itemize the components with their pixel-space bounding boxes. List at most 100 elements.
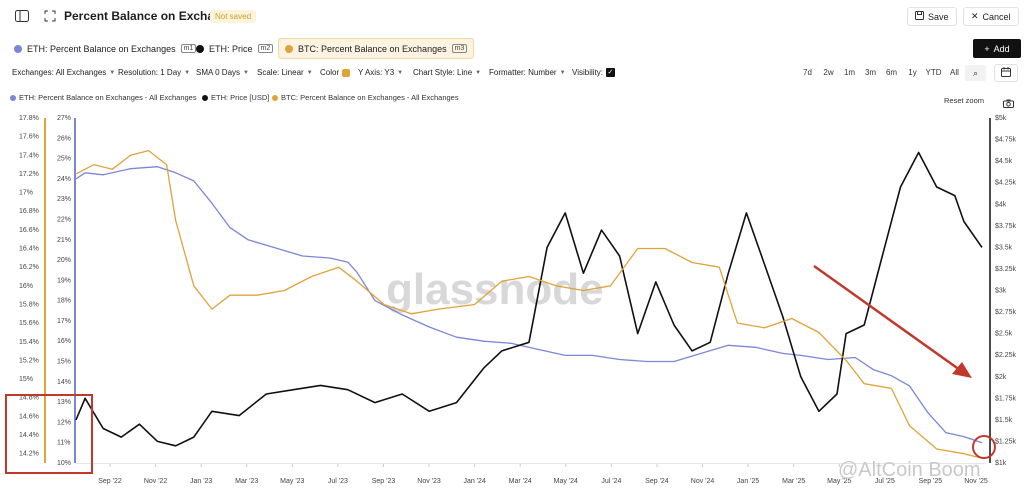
yaxis-dropdown[interactable]: Y Axis: Y3 ▼ [358,68,403,77]
price-axis-tick: $3.75k [995,223,1017,230]
chip-btc-balance[interactable]: BTC: Percent Balance on Exchanges m3 [278,38,475,59]
price-axis-tick: $3.5k [995,244,1013,251]
range-6m[interactable]: 6m [885,68,898,77]
legend-dot-icon [10,94,16,101]
x-axis-tick: Nov '24 [691,478,715,485]
btc-axis-tick: 16.4% [19,246,39,253]
btc-axis-tick: 17.8% [19,115,39,122]
series-legend-item[interactable]: ETH: Percent Balance on Exchanges - All … [10,93,197,102]
eth-balance-dot-icon [14,44,22,53]
x-axis-tick: Mar '24 [509,478,532,485]
range-1y[interactable]: 1y [908,68,917,77]
range-ytd[interactable]: YTD [925,68,942,77]
expand-icon[interactable] [43,9,57,23]
x-axis-tick: Mar '25 [782,478,805,485]
save-button[interactable]: Save [907,7,957,26]
eth-axis-tick: 24% [57,176,71,183]
range-3m[interactable]: 3m [864,68,877,77]
save-label: Save [928,11,949,22]
sidebar-toggle-icon[interactable] [14,9,30,23]
add-button[interactable]: + Add [973,39,1021,58]
btc-range-box [5,394,93,474]
price-axis-tick: $4.5k [995,158,1013,165]
btc-axis-tick: 14.4% [19,432,39,439]
resolution-dropdown[interactable]: Resolution: 1 Day ▼ [118,68,190,77]
eth-axis-tick: 18% [57,298,71,305]
check-icon: ✓ [605,68,615,77]
chevron-down-icon: ▼ [475,69,482,76]
btc-axis-tick: 16.2% [19,264,39,271]
eth-axis-tick: 27% [57,115,71,122]
calendar-button[interactable] [994,64,1018,82]
btc-axis-tick: 17.4% [19,152,39,159]
price-axis-tick: $1.5k [995,417,1013,424]
color-picker[interactable]: Color [320,68,351,77]
yaxis-label: Y Axis: Y3 [358,68,395,77]
formatter-label: Formatter: Number [489,68,557,77]
btc-axis-tick: 15% [19,376,33,383]
btc-axis-tick: 16% [19,283,33,290]
range-buttons: 7d 2w 1m 3m 6m 1y YTD All ⌕ [797,65,986,81]
eth-axis-tick: 15% [57,359,71,366]
price-axis-tick: $4.25k [995,180,1017,187]
series-legend-item[interactable]: ETH: Price [USD] [202,93,269,102]
range-2w[interactable]: 2w [823,68,834,77]
sma-dropdown[interactable]: SMA 0 Days ▼ [196,68,249,77]
x-axis-tick: Nov '22 [144,478,168,485]
reset-zoom-button[interactable]: Reset zoom [944,96,985,105]
range-7d[interactable]: 7d [803,68,812,77]
range-all[interactable]: All [950,68,959,77]
chip-eth-balance[interactable]: ETH: Percent Balance on Exchanges m1 [8,38,202,59]
series-legend-item[interactable]: BTC: Percent Balance on Exchanges - All … [272,93,459,102]
btc-axis-tick: 17.2% [19,171,39,178]
eth-axis-tick: 21% [57,237,71,244]
eth-axis-tick: 19% [57,277,71,284]
legend-dot-icon [272,94,278,101]
eth-axis-tick: 16% [57,338,71,345]
price-axis-tick: $4k [995,201,1007,208]
price-axis-tick: $2.75k [995,309,1017,316]
top-bar: Percent Balance on Exchanges Not saved S… [0,0,1024,32]
price-axis-tick: $5k [995,115,1007,122]
x-axis-tick: Sep '25 [919,478,943,485]
eth-axis-tick: 10% [57,460,71,467]
chart-canvas[interactable]: glassnode 17.8% 17.6% 17.4% 17.2% 17% 16.8% 16… [0,108,1024,493]
series-line-1[interactable] [75,166,983,444]
x-axis-tick: May '24 [554,478,578,485]
x-axis-tick: Mar '23 [235,478,258,485]
visibility-toggle[interactable]: Visibility: ✓ [572,68,615,77]
chip-tag: m3 [451,44,468,53]
sma-label: SMA 0 Days [196,68,241,77]
range-1m[interactable]: 1m [843,68,856,77]
chevron-down-icon: ▼ [559,69,566,76]
chevron-down-icon: ▼ [184,69,191,76]
price-axis-tick: $2.5k [995,331,1013,338]
btc-axis-tick: 17% [19,190,33,197]
camera-icon[interactable] [1003,95,1014,113]
chip-eth-price[interactable]: ETH: Price m2 [190,38,279,59]
zoom-select-icon[interactable]: ⌕ [965,65,986,81]
series-line-3[interactable] [75,149,983,459]
btc-axis-tick: 15.6% [19,320,39,327]
eth-axis-tick: 11% [57,440,71,447]
cancel-button[interactable]: ✕ Cancel [963,7,1019,26]
formatter-dropdown[interactable]: Formatter: Number ▼ [489,68,566,77]
series-legend-label: BTC: Percent Balance on Exchanges - All … [281,93,459,102]
color-label: Color [320,68,340,77]
scale-label: Scale: Linear [257,68,304,77]
price-axis-tick: $1k [995,460,1007,467]
series-line-2[interactable] [75,151,983,447]
legend-dot-icon [202,94,208,101]
chart-style-dropdown[interactable]: Chart Style: Line ▼ [413,68,481,77]
scale-dropdown[interactable]: Scale: Linear ▼ [257,68,313,77]
chip-tag: m2 [257,44,274,53]
eth-axis-tick: 22% [57,216,71,223]
latest-value-circle [972,435,996,459]
btc-balance-dot-icon [285,44,293,53]
eth-axis-tick: 12% [57,419,71,426]
exchanges-dropdown[interactable]: Exchanges: All Exchanges ▼ [12,68,115,77]
x-axis-tick: Sep '22 [98,478,122,485]
eth-axis-tick: 17% [57,318,71,325]
price-axis-tick: $2.25k [995,352,1017,359]
eth-axis-tick: 14% [57,379,71,386]
